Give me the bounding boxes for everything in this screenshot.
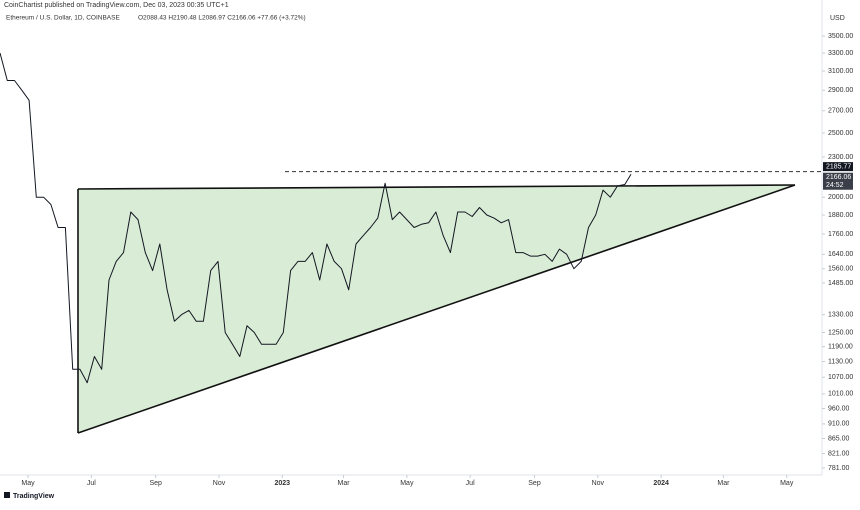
resistance-label: 2185.77 <box>823 162 853 172</box>
last-price-label: 2166.06 <box>823 172 853 182</box>
y-tick-label: 3500.00 <box>828 33 853 40</box>
x-tick-label: 2024 <box>653 480 669 487</box>
countdown-label: 24:52 <box>823 180 853 190</box>
x-tick-label: Nov <box>592 480 605 487</box>
y-tick-label: 2500.00 <box>828 130 853 137</box>
y-tick-label: 2300.00 <box>828 154 853 161</box>
y-tick-label: 781.00 <box>828 465 850 472</box>
x-tick-label: May <box>400 480 414 487</box>
symbol-title: Ethereum / U.S. Dollar, 1D, COINBASE <box>6 15 120 22</box>
y-tick-label: 1330.00 <box>828 311 853 318</box>
x-tick-label: Nov <box>213 480 226 487</box>
ohlc-values: O2088.43 H2190.48 L2086.97 C2166.06 +77.… <box>138 15 306 22</box>
x-tick-label: May <box>780 480 794 487</box>
y-tick-label: 1070.00 <box>828 374 853 381</box>
x-tick-label: May <box>21 480 35 487</box>
logo-text: TradingView <box>13 493 55 500</box>
tradingview-logo: TradingView <box>4 492 55 500</box>
triangle-bottom <box>77 184 796 434</box>
y-tick-label: 3100.00 <box>828 68 853 75</box>
y-tick-label: 1190.00 <box>828 344 853 351</box>
y-tick-label: 1250.00 <box>828 329 853 336</box>
last-price-label-text: 2166.06 <box>826 174 851 181</box>
y-tick-label: 865.00 <box>828 435 850 442</box>
x-tick-label: Mar <box>338 480 351 487</box>
x-tick-label: Mar <box>717 480 730 487</box>
last-price-label-bg <box>823 172 853 182</box>
y-tick-label: 910.00 <box>828 421 850 428</box>
y-tick-label: 2900.00 <box>828 87 853 94</box>
currency: USD <box>830 15 845 22</box>
x-tick-label: Jul <box>466 480 475 487</box>
y-tick-label: 3300.00 <box>828 50 853 57</box>
countdown-label-text: 24:52 <box>826 182 844 189</box>
resistance-label-text: 2185.77 <box>826 163 851 170</box>
price-line <box>0 52 632 384</box>
y-tick-label: 1130.00 <box>828 358 853 365</box>
y-tick-label: 2000.00 <box>828 194 853 201</box>
y-tick-label: 1560.00 <box>828 266 853 273</box>
y-tick-label: 821.00 <box>828 450 850 457</box>
resistance-label-bg <box>823 162 853 172</box>
x-tick-label: 2023 <box>275 480 291 487</box>
y-tick-label: 1010.00 <box>828 391 853 398</box>
logo-icon <box>4 492 10 498</box>
publisher-header: CoinChartist published on TradingView.co… <box>4 2 229 9</box>
y-tick-label: 1640.00 <box>828 251 853 258</box>
y-tick-label: 2700.00 <box>828 108 853 115</box>
x-tick-label: Sep <box>149 480 162 487</box>
y-tick-label: 1880.00 <box>828 212 853 219</box>
y-tick-label: 1485.00 <box>828 280 853 287</box>
y-tick-label: 1760.00 <box>828 231 853 238</box>
y-tick-label: 960.00 <box>828 405 850 412</box>
x-tick-label: Jul <box>87 480 96 487</box>
countdown-label-bg <box>823 180 853 190</box>
x-tick-label: Sep <box>528 480 541 487</box>
triangle-top <box>77 184 796 190</box>
